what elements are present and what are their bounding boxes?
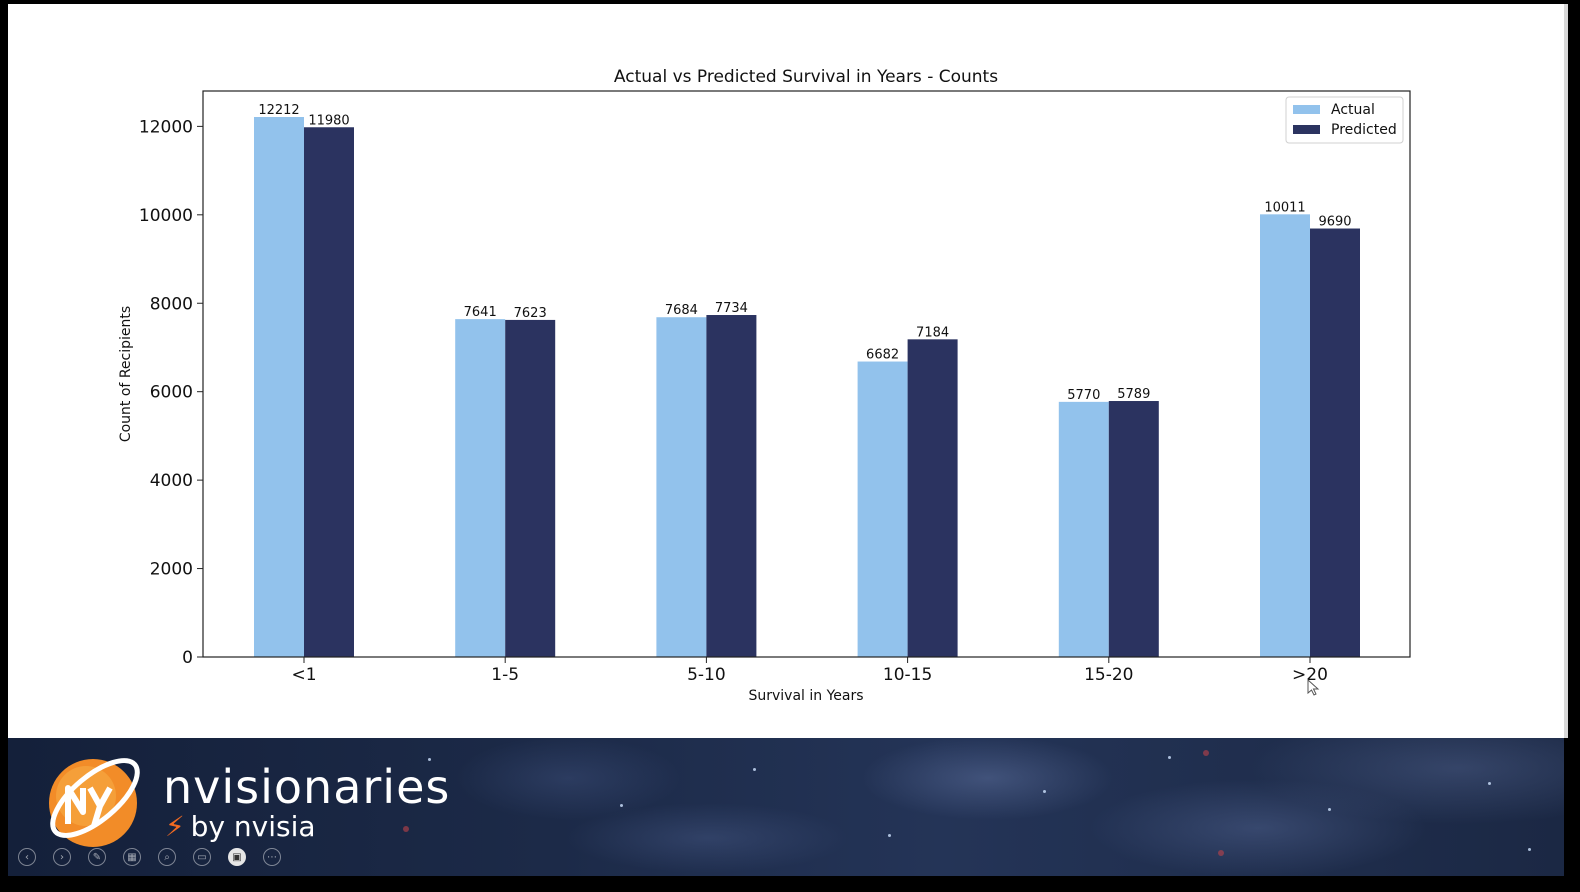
legend-label-predicted: Predicted (1331, 122, 1397, 138)
zoom-icon[interactable]: ⌕ (158, 848, 176, 866)
data-label-predicted-3: 7184 (916, 325, 949, 340)
y-tick-label: 0 (182, 648, 193, 668)
data-label-actual-3: 6682 (866, 348, 899, 363)
camera-icon[interactable]: ▣ (228, 848, 246, 866)
data-label-actual-0: 12212 (258, 103, 299, 118)
slide: Actual vs Predicted Survival in Years - … (8, 4, 1564, 738)
y-tick-label: 12000 (139, 117, 193, 137)
y-tick-label: 8000 (150, 294, 193, 314)
legend-swatch-predicted (1293, 125, 1320, 134)
data-label-actual-4: 5770 (1067, 388, 1100, 403)
x-tick-label: 10-15 (883, 665, 932, 685)
brand-subtitle: ⚡ by nvisia (165, 810, 316, 843)
data-label-actual-2: 7684 (665, 303, 698, 318)
data-label-predicted-4: 5789 (1117, 387, 1150, 402)
y-tick-label: 4000 (150, 471, 193, 491)
data-label-predicted-1: 7623 (514, 306, 547, 321)
bar-actual-1 (455, 319, 506, 657)
bar-actual-5 (1260, 214, 1310, 657)
y-tick-label: 10000 (139, 206, 193, 226)
bar-predicted-3 (907, 339, 958, 657)
more-icon[interactable]: ⋯ (263, 848, 281, 866)
y-axis: 0 2000 4000 6000 8000 10000 12000 (139, 117, 203, 668)
mouse-cursor-icon (1307, 678, 1320, 696)
legend-label-actual: Actual (1331, 102, 1375, 118)
y-tick-label: 6000 (150, 383, 193, 403)
bar-actual-2 (656, 317, 707, 657)
legend-swatch-actual (1293, 105, 1320, 114)
x-axis: <1 1-5 5-10 10-15 15-20 >20 (291, 657, 1328, 685)
bar-predicted-4 (1108, 401, 1159, 657)
bar-predicted-5 (1310, 228, 1360, 657)
bar-predicted-2 (706, 315, 757, 657)
x-tick-label: <1 (291, 665, 316, 685)
bar-actual-3 (857, 361, 908, 657)
brand-name: nvisionaries (163, 760, 451, 814)
previous-icon[interactable]: ‹ (18, 848, 36, 866)
presentation-toolbar: ‹ › ✎ ▦ ⌕ ▭ ▣ ⋯ (18, 848, 281, 868)
bar-actual-4 (1058, 401, 1109, 657)
x-tick-label: 5-10 (687, 665, 726, 685)
slides-icon[interactable]: ▦ (123, 848, 141, 866)
data-label-predicted-2: 7734 (715, 301, 748, 316)
x-axis-label: Survival in Years (748, 688, 863, 704)
lightning-bolt-icon: ⚡ (165, 810, 185, 843)
x-tick-label: 15-20 (1084, 665, 1133, 685)
chart: Actual vs Predicted Survival in Years - … (118, 67, 1411, 704)
bar-predicted-0 (304, 127, 354, 657)
data-labels-group: 12212 7641 7684 6682 5770 10011 11980 7623 7734 7… (258, 103, 1351, 403)
nvisionaries-logo-icon (49, 758, 140, 847)
bars-group (254, 117, 1360, 658)
next-icon[interactable]: › (53, 848, 71, 866)
data-label-predicted-5: 9690 (1318, 215, 1351, 230)
data-label-predicted-0: 11980 (308, 113, 349, 128)
bottom-strip (0, 876, 1580, 892)
chart-title: Actual vs Predicted Survival in Years - … (614, 67, 998, 87)
bar-actual-0 (254, 117, 304, 658)
data-label-actual-5: 10011 (1264, 200, 1305, 215)
data-label-actual-1: 7641 (464, 305, 497, 320)
y-tick-label: 2000 (150, 560, 193, 580)
bar-predicted-1 (505, 319, 556, 657)
legend: Actual Predicted (1285, 96, 1404, 144)
x-tick-label: 1-5 (491, 665, 519, 685)
scrollbar[interactable] (1564, 4, 1568, 738)
y-axis-label: Count of Recipients (118, 306, 134, 442)
subtitles-icon[interactable]: ▭ (193, 848, 211, 866)
plot-frame (202, 90, 1411, 658)
brand-banner: nvisionaries ⚡ by nvisia ‹ › ✎ ▦ ⌕ ▭ ▣ ⋯ (8, 738, 1564, 876)
pen-icon[interactable]: ✎ (88, 848, 106, 866)
brand-subtitle-text: by nvisia (190, 810, 316, 843)
x-tick-label: >20 (1292, 665, 1328, 685)
